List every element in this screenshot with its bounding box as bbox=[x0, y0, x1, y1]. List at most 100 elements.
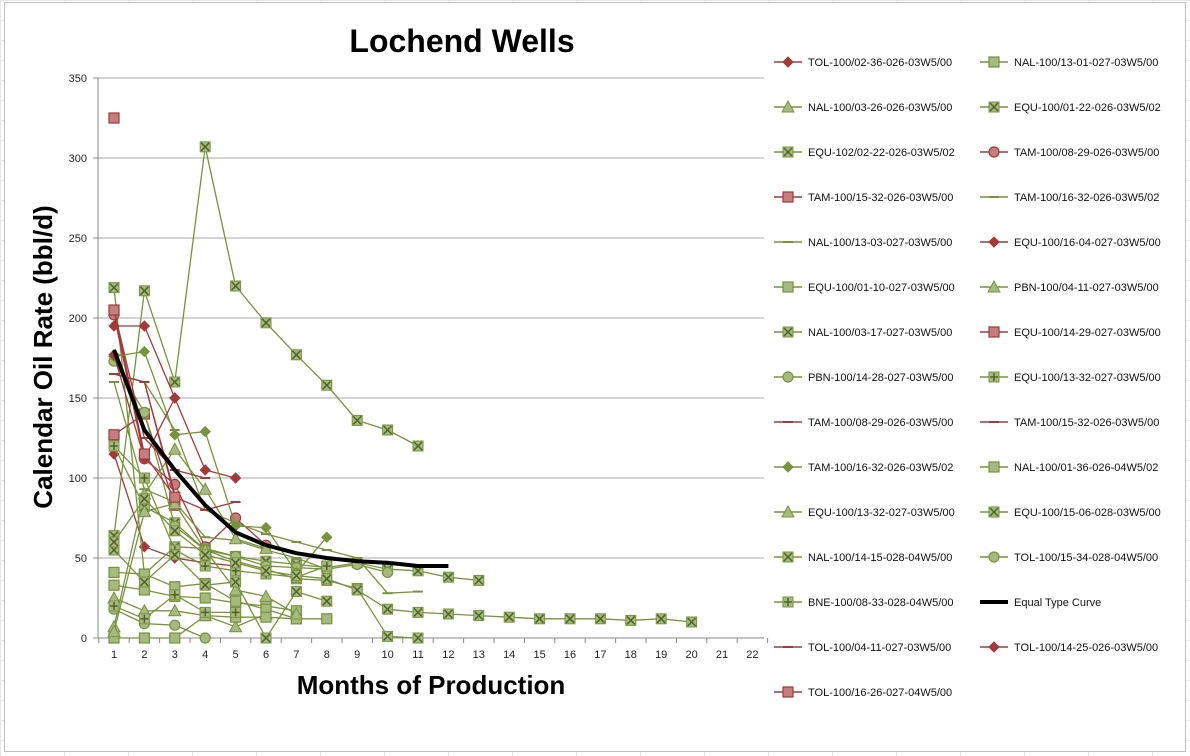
legend-label: NAL-100/13-01-027-03W5/00 bbox=[1014, 57, 1158, 69]
x-tick-label: 14 bbox=[503, 649, 515, 661]
marker-xbox-cross bbox=[200, 142, 210, 152]
y-tick-label: 200 bbox=[69, 313, 87, 325]
legend-entry[interactable]: TOL-100/15-34-028-04W5/00 bbox=[980, 551, 1158, 564]
marker-square bbox=[782, 686, 794, 698]
legend-entry[interactable]: TOL-100/14-25-026-03W5/00 bbox=[980, 641, 1158, 654]
marker-triangle bbox=[198, 482, 213, 495]
marker-xbox bbox=[108, 282, 120, 294]
legend-entry[interactable]: TAM-100/16-32-026-03W5/02 bbox=[980, 192, 1159, 204]
legend-entry[interactable]: EQU-100/01-22-026-03W5/02 bbox=[980, 101, 1161, 114]
marker-xbox bbox=[534, 613, 546, 625]
marker-triangle bbox=[167, 442, 182, 455]
legend-entry[interactable]: TOL-100/02-36-026-03W5/00 bbox=[774, 56, 952, 69]
x-tick-label: 11 bbox=[412, 649, 423, 661]
legend-label: BNE-100/08-33-028-04W5/00 bbox=[808, 597, 954, 609]
marker-xbox bbox=[382, 424, 394, 436]
marker-xbox-cross bbox=[139, 494, 149, 504]
legend-entry[interactable]: PBN-100/04-11-027-03W5/00 bbox=[980, 279, 1159, 294]
legend-entry[interactable]: NAL-100/13-01-027-03W5/00 bbox=[980, 56, 1158, 69]
marker-plus-cross bbox=[231, 608, 240, 617]
marker-xbox-cross bbox=[322, 380, 332, 390]
x-tick-label: 5 bbox=[233, 649, 239, 661]
marker-square bbox=[988, 461, 1000, 473]
legend-entry[interactable]: EQU-100/14-29-027-03W5/00 bbox=[980, 326, 1161, 339]
legend-entry[interactable]: PBN-100/14-28-027-03W5/00 bbox=[774, 371, 954, 384]
marker-diamond bbox=[782, 56, 794, 68]
marker-triangle bbox=[781, 504, 795, 518]
marker-xbox bbox=[655, 613, 667, 625]
marker-xbox bbox=[169, 376, 181, 388]
series-line bbox=[113, 360, 388, 574]
marker-square bbox=[169, 632, 181, 644]
legend-entry[interactable]: BNE-100/08-33-028-04W5/00 bbox=[774, 596, 954, 609]
y-tick-label: 150 bbox=[69, 393, 87, 405]
legend-entry[interactable]: TAM-100/08-29-026-03W5/00 bbox=[774, 417, 953, 429]
legend-entry[interactable]: EQU-100/13-32-027-03W5/00 bbox=[980, 371, 1161, 384]
marker-square bbox=[108, 112, 120, 124]
series-3 bbox=[108, 282, 485, 586]
marker-xbox bbox=[782, 551, 794, 563]
marker-xbox-cross bbox=[231, 558, 241, 568]
legend-entry[interactable]: NAL-100/03-26-026-03W5/00 bbox=[774, 99, 952, 114]
marker-xbox bbox=[412, 606, 424, 618]
legend-entry[interactable]: TAM-100/15-32-026-03W5/00 bbox=[980, 417, 1159, 429]
legend-label: TOL-100/16-26-027-04W5/00 bbox=[808, 687, 952, 699]
marker-xbox-cross bbox=[535, 614, 545, 624]
marker-square bbox=[138, 632, 150, 644]
marker-square bbox=[108, 304, 120, 316]
marker-xbox bbox=[230, 280, 242, 292]
legend-label: TAM-100/16-32-026-03W5/02 bbox=[1014, 192, 1159, 204]
x-tick-label: 12 bbox=[442, 649, 454, 661]
y-tick-label: 300 bbox=[69, 153, 87, 165]
legend-entry[interactable]: TAM-100/16-32-026-03W5/02 bbox=[774, 461, 953, 474]
marker-diamond bbox=[988, 236, 1000, 248]
legend[interactable]: TOL-100/02-36-026-03W5/00 NAL-100/13-01-0… bbox=[774, 56, 1161, 699]
marker-circle bbox=[988, 146, 1000, 158]
legend-entry[interactable]: NAL-100/14-15-028-04W5/00 bbox=[774, 551, 952, 564]
series-line bbox=[112, 349, 449, 568]
legend-entry[interactable]: EQU-100/15-06-028-03W5/00 bbox=[980, 506, 1161, 519]
marker-square bbox=[230, 595, 242, 607]
legend-label: PBN-100/04-11-027-03W5/00 bbox=[1014, 282, 1159, 294]
marker-xbox-cross bbox=[565, 614, 575, 624]
marker-xbox bbox=[199, 549, 211, 561]
legend-entry[interactable]: EQU-100/13-32-027-03W5/00 bbox=[774, 504, 955, 519]
legend-entry[interactable]: NAL-100/01-36-026-04W5/02 bbox=[980, 461, 1158, 474]
legend-entry[interactable]: TOL-100/16-26-027-04W5/00 bbox=[774, 686, 952, 699]
legend-entry[interactable]: NAL-100/03-17-027-03W5/00 bbox=[774, 326, 952, 339]
legend-entry[interactable]: NAL-100/13-03-027-03W5/00 bbox=[774, 237, 952, 249]
marker-square bbox=[260, 611, 272, 623]
legend-entry[interactable]: Equal Type Curve bbox=[980, 597, 1101, 609]
marker-xbox bbox=[230, 557, 242, 569]
marker-xbox bbox=[503, 611, 515, 623]
x-tick-label: 17 bbox=[594, 649, 606, 661]
marker-xbox bbox=[290, 349, 302, 361]
legend-label: TAM-100/16-32-026-03W5/02 bbox=[808, 462, 953, 474]
legend-label: TOL-100/04-11-027-03W5/00 bbox=[808, 642, 951, 654]
marker-xbox-cross bbox=[656, 614, 666, 624]
x-tick-label: 15 bbox=[533, 649, 545, 661]
marker-plus bbox=[782, 596, 794, 608]
legend-entry[interactable]: TOL-100/04-11-027-03W5/00 bbox=[774, 642, 951, 654]
marker-xbox bbox=[351, 414, 363, 426]
x-tick-label: 18 bbox=[625, 649, 637, 661]
legend-entry[interactable]: EQU-100/01-10-027-03W5/00 bbox=[774, 281, 955, 294]
legend-entry[interactable]: TAM-100/08-29-026-03W5/00 bbox=[980, 146, 1159, 159]
legend-entry[interactable]: TAM-100/15-32-026-03W5/00 bbox=[774, 191, 953, 204]
marker-xbox bbox=[199, 579, 211, 591]
legend-entry[interactable]: EQU-102/02-22-026-03W5/02 bbox=[774, 146, 955, 159]
legend-label: TAM-100/15-32-026-03W5/00 bbox=[808, 192, 953, 204]
legend-label: Equal Type Curve bbox=[1014, 597, 1101, 609]
x-tick-label: 4 bbox=[202, 649, 208, 661]
marker-xbox-cross bbox=[687, 617, 697, 627]
series-21 bbox=[108, 544, 333, 644]
legend-label: NAL-100/03-17-027-03W5/00 bbox=[808, 327, 952, 339]
marker-xbox-cross bbox=[170, 377, 180, 387]
marker-diamond bbox=[988, 641, 1000, 653]
marker-xbox bbox=[260, 565, 272, 577]
marker-xbox bbox=[260, 317, 272, 329]
marker-xbox-cross bbox=[291, 587, 301, 597]
legend-label: EQU-100/13-32-027-03W5/00 bbox=[808, 507, 955, 519]
legend-entry[interactable]: EQU-100/16-04-027-03W5/00 bbox=[980, 236, 1161, 249]
marker-plus-cross bbox=[322, 562, 331, 570]
